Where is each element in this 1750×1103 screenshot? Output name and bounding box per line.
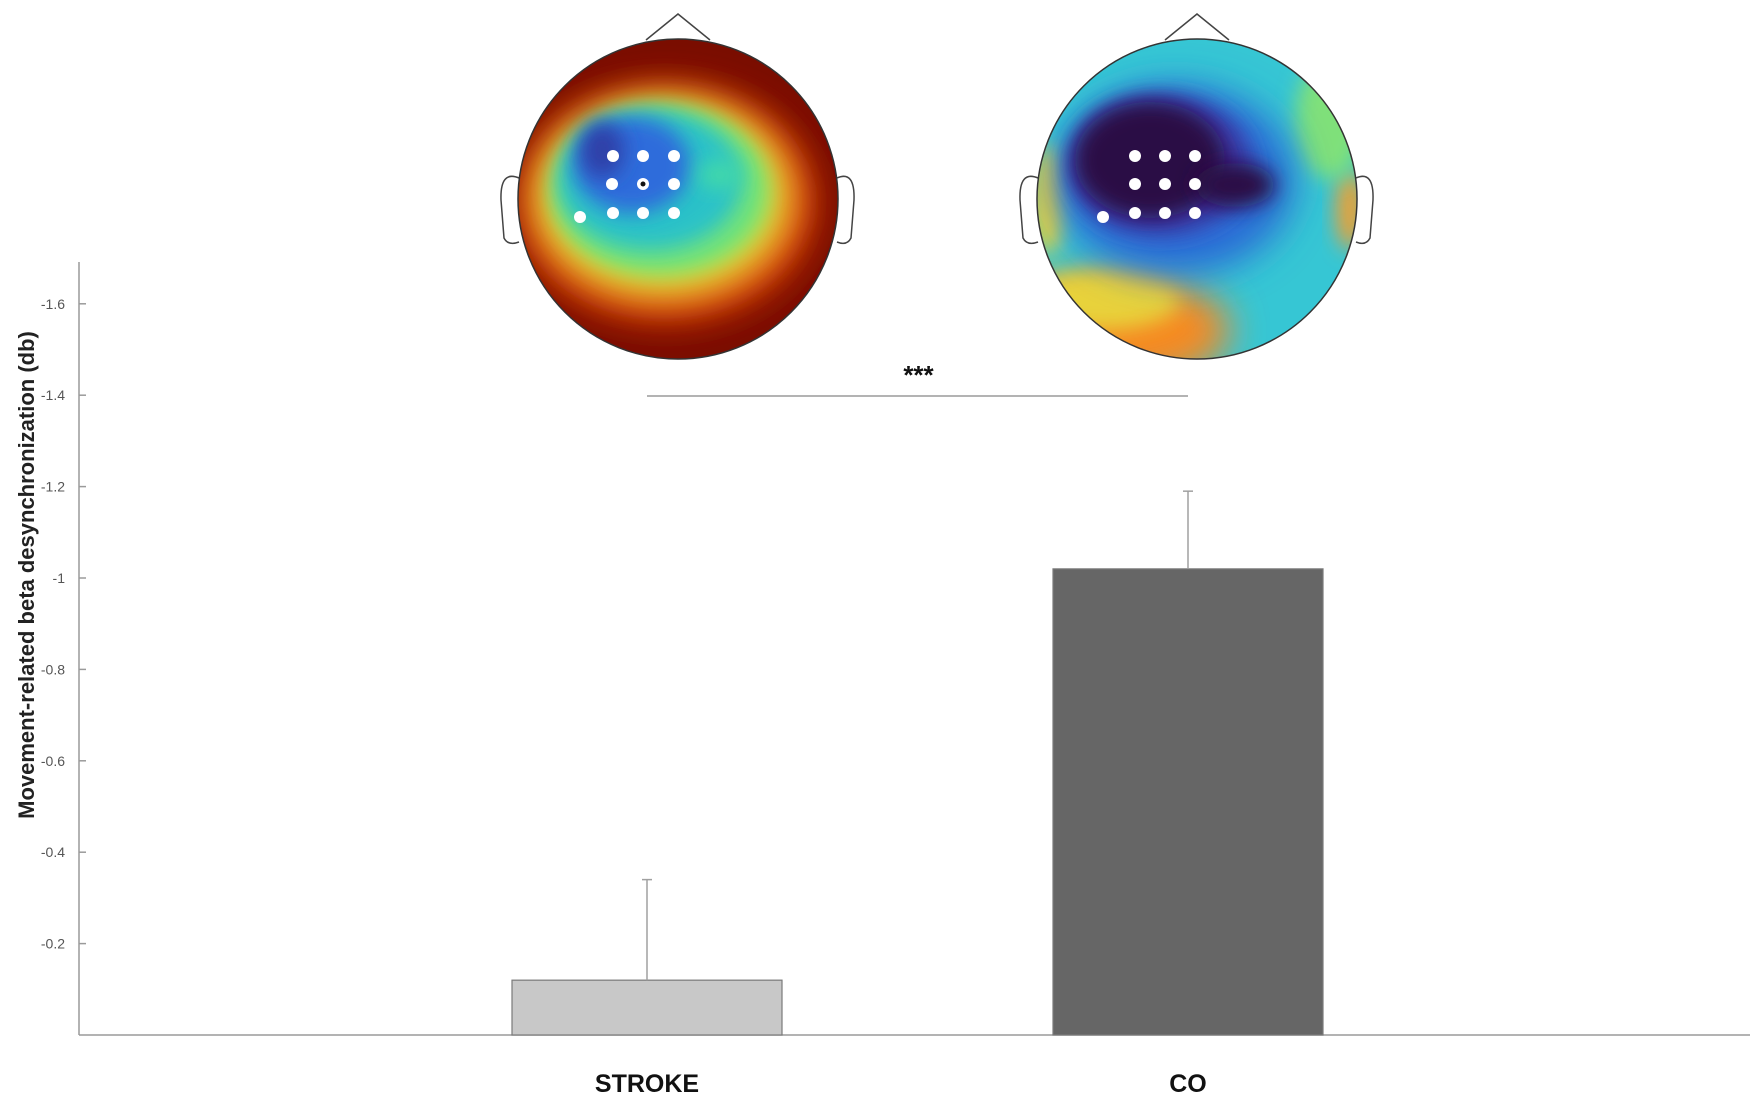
head-outline-stroke — [517, 38, 839, 360]
category-label: STROKE — [595, 1070, 699, 1098]
head-nose-right — [1164, 13, 1230, 41]
y-tick-label: -1.4 — [41, 387, 65, 403]
head-nose-left — [645, 13, 711, 41]
topomap-stroke-field — [518, 39, 838, 359]
head-outline-co — [1036, 38, 1358, 360]
y-tick-label: -0.8 — [41, 661, 65, 677]
topomap-co-field — [1037, 39, 1357, 359]
significance-label: *** — [903, 360, 934, 390]
topomap-stroke — [500, 13, 855, 360]
y-tick-label: -1 — [53, 570, 66, 586]
y-tick-label: -0.4 — [41, 844, 65, 860]
category-label: CO — [1169, 1070, 1207, 1098]
y-axis-title: Movement-related beta desynchronization … — [14, 331, 39, 819]
electrode-markers-co — [1097, 150, 1201, 223]
head-ear-left-l — [500, 175, 520, 245]
y-tick-label: -1.6 — [41, 296, 65, 312]
bar-stroke — [511, 979, 783, 1036]
y-tick-label: -0.2 — [41, 936, 65, 952]
bar-co — [1052, 568, 1324, 1036]
y-ticks: -0.2 -0.4 -0.6 -0.8 -1 -1.2 -1.4 -1.6 — [41, 296, 86, 952]
head-ear-right-r — [1355, 175, 1374, 245]
head-ear-right-l — [1019, 175, 1039, 245]
category-labels: STROKE CO — [595, 1070, 1207, 1098]
significance-annotation: *** — [647, 360, 1188, 397]
y-tick-label: -1.2 — [41, 479, 65, 495]
head-ear-left-r — [836, 175, 855, 245]
y-tick-label: -0.6 — [41, 753, 65, 769]
electrode-markers-stroke — [574, 150, 680, 223]
topomap-co — [1019, 13, 1374, 360]
bars — [511, 490, 1324, 1036]
